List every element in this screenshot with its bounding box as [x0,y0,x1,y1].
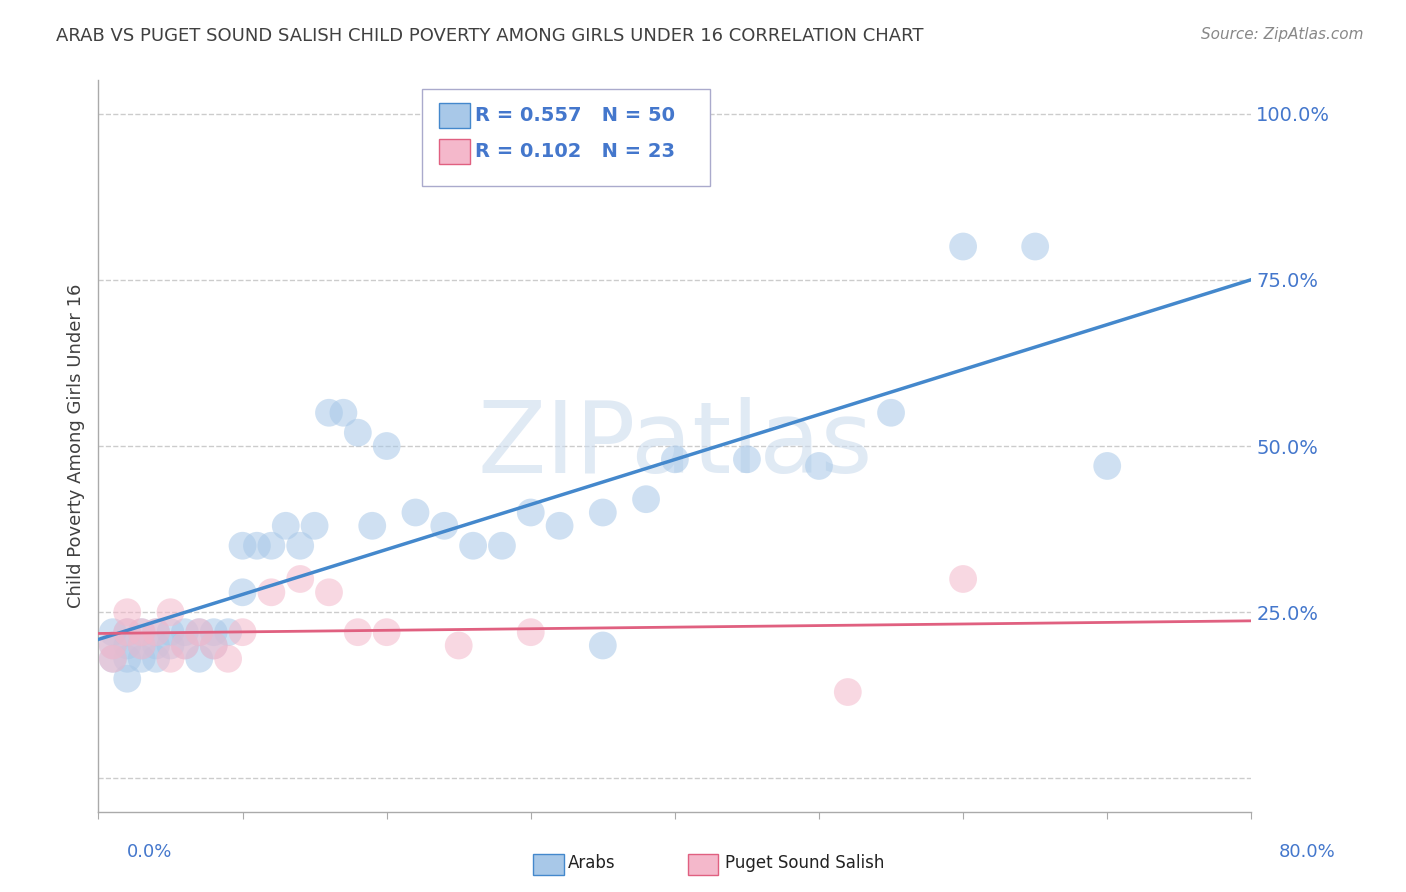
Point [520,625,543,640]
Text: Puget Sound Salish: Puget Sound Salish [725,855,884,872]
Point [290,572,312,586]
Point [131,625,153,640]
Point [592,506,614,520]
Point [145,652,167,666]
Point [375,625,398,640]
Point [1024,239,1046,253]
Point [202,639,225,653]
Point [952,239,974,253]
Point [548,518,571,533]
Point [131,652,153,666]
Point [174,639,197,653]
Text: 80.0%: 80.0% [1279,843,1336,861]
Point [290,539,312,553]
Point [735,452,758,467]
Point [375,439,398,453]
Point [117,672,139,686]
Point [231,539,254,553]
Point [145,625,167,640]
Point [520,506,543,520]
Point [217,652,239,666]
Point [636,492,658,507]
Text: R = 0.557   N = 50: R = 0.557 N = 50 [475,106,675,126]
Point [246,539,269,553]
Point [433,518,456,533]
Point [174,639,197,653]
Point [304,518,326,533]
Point [217,625,239,640]
Point [346,425,368,440]
Point [188,625,211,640]
Point [117,639,139,653]
Point [188,652,211,666]
Point [405,506,427,520]
Point [131,639,153,653]
Point [260,539,283,553]
Point [664,452,686,467]
Point [491,539,513,553]
Point [174,625,197,640]
Text: Source: ZipAtlas.com: Source: ZipAtlas.com [1201,27,1364,42]
Point [346,625,368,640]
Text: R = 0.102   N = 23: R = 0.102 N = 23 [475,142,675,161]
Point [461,539,484,553]
Point [117,625,139,640]
Point [101,639,124,653]
Point [145,639,167,653]
Point [880,406,903,420]
Point [101,625,124,640]
Point [117,652,139,666]
Point [837,685,859,699]
Point [159,625,181,640]
Text: ZIPatlas: ZIPatlas [477,398,873,494]
Point [274,518,297,533]
Point [145,625,167,640]
Text: ARAB VS PUGET SOUND SALISH CHILD POVERTY AMONG GIRLS UNDER 16 CORRELATION CHART: ARAB VS PUGET SOUND SALISH CHILD POVERTY… [56,27,924,45]
Point [159,652,181,666]
Point [131,625,153,640]
Point [202,625,225,640]
Y-axis label: Child Poverty Among Girls Under 16: Child Poverty Among Girls Under 16 [66,284,84,608]
Point [332,406,354,420]
Point [117,605,139,619]
Text: Arabs: Arabs [568,855,616,872]
Point [952,572,974,586]
Text: 0.0%: 0.0% [127,843,172,861]
Point [101,652,124,666]
Point [159,639,181,653]
Point [188,625,211,640]
Point [808,458,831,473]
Point [117,625,139,640]
Point [101,639,124,653]
Point [318,406,340,420]
Point [260,585,283,599]
Point [131,639,153,653]
Point [1097,458,1119,473]
Point [447,639,470,653]
Point [318,585,340,599]
Point [361,518,384,533]
Point [231,625,254,640]
Point [231,585,254,599]
Point [592,639,614,653]
Point [101,652,124,666]
Point [159,605,181,619]
Point [202,639,225,653]
